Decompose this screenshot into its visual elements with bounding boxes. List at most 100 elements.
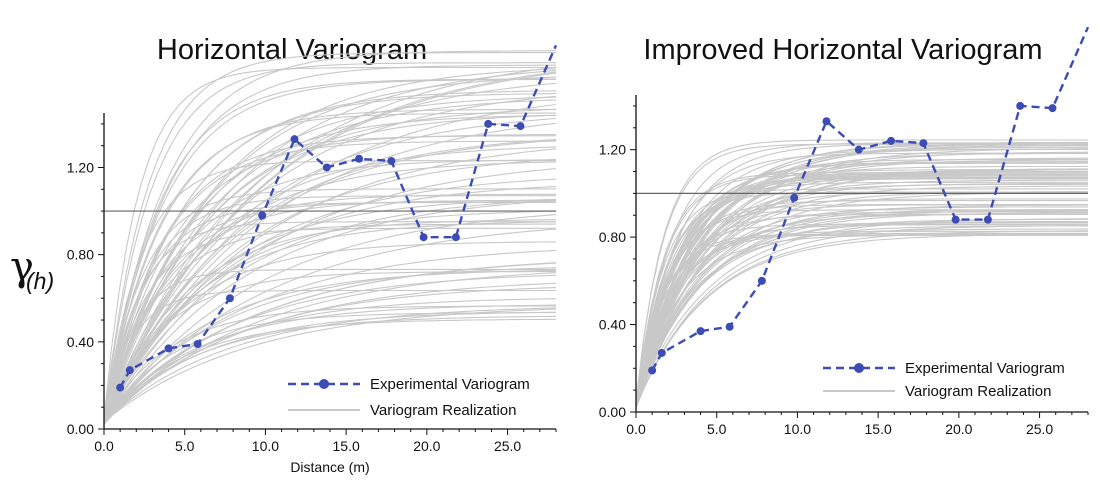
right-realization-curve [636,165,1088,406]
right-realization-curve [636,218,1088,407]
right-realization-curve [636,211,1088,402]
right-y-tick-label: 1.20 [599,142,626,158]
right-realization-curve [636,145,1088,406]
left-x-axis-label: Distance (m) [290,459,369,475]
right-experimental-point [790,193,799,202]
left-legend-experimental-label: Experimental Variogram [370,376,530,393]
right-experimental-point [951,215,960,224]
left-experimental-point [387,156,396,165]
y-axis-symbol: γ (h) [10,244,54,294]
right-realization-curve [636,224,1088,406]
left-realization-curve [104,274,556,421]
right-experimental-point [648,366,657,375]
left-x-tick-label: 5.0 [175,438,195,454]
y-axis-gamma-subscript: (h) [26,268,54,294]
left-experimental-point [258,211,267,220]
left-realization-curve [104,134,556,425]
right-realization-curve [636,203,1088,404]
right-realization-curve [636,232,1088,408]
left-realization-curve [104,62,556,423]
left-realization-curve [104,114,556,423]
right-experimental-point [657,348,666,357]
left-realization-curve [104,71,556,425]
left-x-tick-label: 10.0 [252,438,279,454]
left-experimental-point [419,233,428,242]
right-x-tick-label: 5.0 [707,421,727,437]
left-y-tick-label: 0.80 [67,247,94,263]
left-realization-curve [104,228,556,422]
right-legend-realization-label: Variogram Realization [905,383,1051,400]
left-realization-curve [104,289,556,424]
left-x-tick-label: 0.0 [94,438,114,454]
left-experimental-point [116,383,125,392]
left-realization-curve [104,241,556,422]
left-realization-curve [104,193,556,423]
right-realizations [636,139,1088,408]
left-realizations [104,50,556,425]
left-realization-curve [104,227,556,423]
right-experimental-group [648,26,1090,375]
left-experimental-point [516,122,525,131]
right-experimental-point [1016,101,1025,110]
right-realization-curve [636,209,1088,407]
left-realization-curve [104,188,556,420]
right-realization-curve [636,169,1088,403]
left-realization-curve [104,64,556,424]
right-y-tick-label: 0.80 [599,229,626,245]
left-realization-curve [104,50,556,422]
left-experimental-point [451,233,460,242]
right-realization-curve [636,198,1088,407]
left-y-tick-label: 0.00 [67,421,94,437]
left-realization-curve [104,66,556,424]
left-experimental-point [484,119,493,128]
left-x-tick-label: 15.0 [333,438,360,454]
left-legend-realization-label: Variogram Realization [370,402,516,419]
left-experimental-point [164,344,173,353]
right-realization-curve [636,188,1088,406]
left-realization-curve [104,78,556,419]
left-realization-curve [104,318,556,420]
left-realization-curve [104,146,556,423]
left-realization-curve [104,272,556,420]
right-experimental-point [887,136,896,145]
right-realization-curve [636,204,1088,402]
right-panel: Improved Horizontal Variogram 0.000.400.… [599,26,1090,437]
left-realization-curve [104,117,556,423]
left-y-tick-label: 0.40 [67,334,94,350]
left-realization-curve [104,214,556,425]
right-experimental-point [1048,104,1057,113]
left-realization-curve [104,311,556,424]
left-realization-curve [104,68,556,420]
left-realization-curve [104,307,556,423]
right-experimental-point [696,327,705,336]
left-axes: 0.00 0.40 0.80 1.20 0.0 5.0 10.0 15.0 20.0 25.0 [67,113,557,454]
left-realization-curve [104,140,556,425]
right-x-tick-label: 20.0 [945,421,972,437]
right-experimental-point [725,322,734,331]
right-axes: 0.00 0.40 0.80 1.20 0.0 5.0 10.0 15.0 20.0 25.0 [599,95,1089,437]
left-realization-curve [104,95,556,422]
right-chart-title: Improved Horizontal Variogram [643,34,1042,66]
right-legend-experimental-label: Experimental Variogram [905,360,1065,377]
left-realization-curve [104,148,556,423]
left-realization-curve [104,269,556,422]
right-realization-curve [636,234,1088,407]
left-realization-curve [104,76,556,423]
right-y-tick-label: 0.00 [599,404,626,420]
left-realization-curve [104,199,556,422]
left-experimental-group [116,44,558,392]
right-realization-curve [636,191,1088,405]
right-x-tick-label: 0.0 [626,421,646,437]
left-experimental-point [355,154,364,163]
left-legend: Experimental Variogram Variogram Realizat… [288,376,530,419]
left-experimental-point [125,366,134,375]
left-legend-experimental-marker [319,379,329,389]
right-x-tick-label: 25.0 [1026,421,1053,437]
right-x-tick-label: 10.0 [784,421,811,437]
left-y-tick-label: 1.20 [67,159,94,175]
right-realization-curve [636,139,1088,403]
left-experimental-point [193,340,202,349]
right-realization-curve [636,161,1088,403]
left-realization-curve [104,249,556,420]
